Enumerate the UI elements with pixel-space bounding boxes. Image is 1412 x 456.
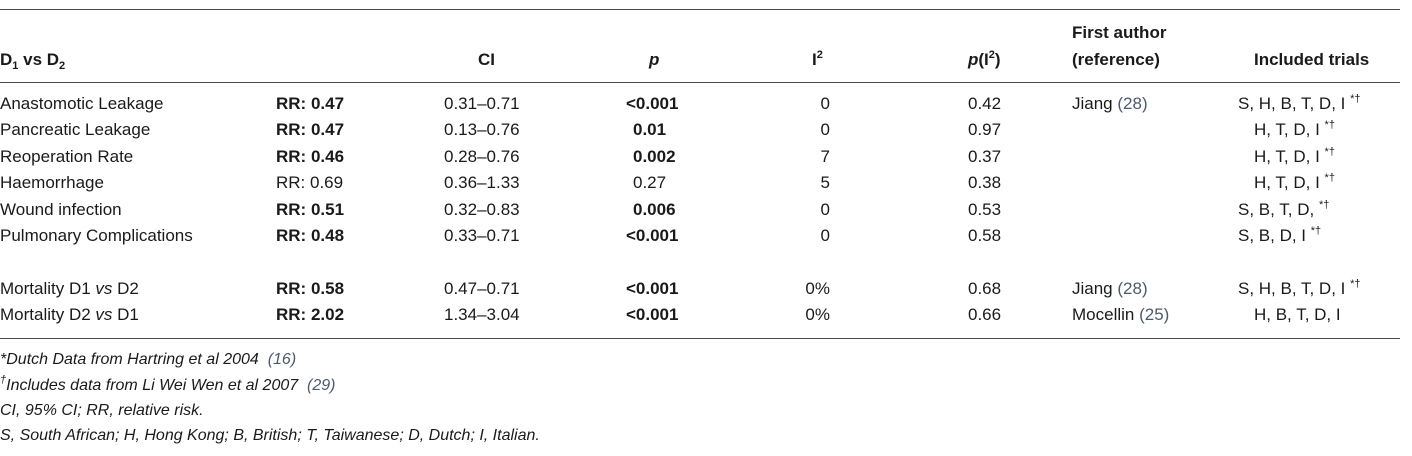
- row-relative-risk: RR: 0.48: [276, 226, 345, 245]
- row-ci: 0.36–1.33: [444, 173, 520, 192]
- row-i2: 0: [820, 94, 830, 113]
- row-outcome: Pulmonary Complications: [0, 226, 193, 245]
- row-i2: 0%: [805, 279, 830, 298]
- row-p-value: <0.001: [626, 305, 679, 324]
- row-first-author: Mocellin (25): [1072, 305, 1170, 324]
- row-first-author: Jiang (28): [1072, 279, 1148, 298]
- row-outcome: Mortality D1 vs D2: [0, 279, 139, 298]
- row-i2: 0: [820, 226, 830, 245]
- row-p-i2: 0.66: [968, 305, 1002, 324]
- row-p-i2: 0.37: [968, 147, 1002, 166]
- row-ci: 1.34–3.04: [444, 305, 520, 324]
- row-i2: 0: [820, 120, 830, 139]
- row-relative-risk: RR: 0.58: [276, 279, 345, 298]
- footnote-dutch-data: *Dutch Data from Hartring et al 2004 (16…: [0, 351, 297, 368]
- row-p-i2: 0.38: [968, 173, 1002, 192]
- row-outcome: Mortality D2 vs D1: [0, 305, 139, 324]
- row-ci: 0.28–0.76: [444, 147, 520, 166]
- header-i2: I2: [812, 49, 823, 69]
- row-relative-risk: RR: 0.47: [276, 120, 345, 139]
- row-ci: 0.13–0.76: [444, 120, 520, 139]
- header-rule: [0, 82, 1400, 83]
- bottom-rule: [0, 338, 1400, 339]
- row-p-i2: 0.53: [968, 200, 1002, 219]
- row-included-trials: S, B, T, D, *†: [1238, 199, 1330, 219]
- header-p: p: [649, 50, 660, 69]
- header-ci: CI: [478, 50, 495, 69]
- header-p-i2: p(I2): [968, 49, 1001, 69]
- header-first-author-line1: First author: [1072, 23, 1167, 42]
- row-included-trials: H, B, T, D, I: [1254, 305, 1341, 324]
- row-p-value: 0.01: [633, 120, 667, 139]
- row-i2: 5: [820, 173, 830, 192]
- header-included-trials: Included trials: [1254, 50, 1370, 69]
- row-relative-risk: RR: 0.51: [276, 200, 345, 219]
- row-p-value: 0.002: [633, 147, 676, 166]
- row-included-trials: H, T, D, I *†: [1254, 172, 1335, 192]
- row-included-trials: H, T, D, I *†: [1254, 146, 1335, 166]
- footnote-li-wei-wen: †Includes data from Li Wei Wen et al 200…: [0, 374, 336, 394]
- row-included-trials: S, H, B, T, D, I *†: [1238, 278, 1361, 298]
- header-first-author-line2: (reference): [1072, 50, 1160, 69]
- row-i2: 7: [820, 147, 830, 166]
- row-ci: 0.47–0.71: [444, 279, 520, 298]
- row-p-value: 0.006: [633, 200, 676, 219]
- row-included-trials: S, B, D, I *†: [1238, 225, 1322, 245]
- row-relative-risk: RR: 0.69: [276, 173, 344, 192]
- row-p-i2: 0.68: [968, 279, 1002, 298]
- row-i2: 0%: [805, 305, 830, 324]
- row-p-value: <0.001: [626, 226, 679, 245]
- row-outcome: Reoperation Rate: [0, 147, 134, 166]
- row-p-value: <0.001: [626, 94, 679, 113]
- row-ci: 0.32–0.83: [444, 200, 520, 219]
- row-included-trials: S, H, B, T, D, I *†: [1238, 93, 1361, 113]
- header-d1-vs-d2: D1 vs D2: [0, 50, 66, 72]
- row-outcome: Wound infection: [0, 200, 122, 219]
- row-relative-risk: RR: 0.47: [276, 94, 345, 113]
- row-relative-risk: RR: 0.46: [276, 147, 345, 166]
- footnote-countries: S, South African; H, Hong Kong; B, Briti…: [0, 427, 540, 444]
- row-p-i2: 0.58: [968, 226, 1002, 245]
- row-first-author: Jiang (28): [1072, 94, 1148, 113]
- top-rule: [0, 9, 1400, 10]
- row-outcome: Anastomotic Leakage: [0, 94, 164, 113]
- footnote-abbreviations: CI, 95% CI; RR, relative risk.: [0, 402, 204, 419]
- row-p-i2: 0.42: [968, 94, 1002, 113]
- row-ci: 0.33–0.71: [444, 226, 520, 245]
- row-p-value: <0.001: [626, 279, 679, 298]
- row-i2: 0: [820, 200, 830, 219]
- row-p-value: 0.27: [633, 173, 667, 192]
- row-included-trials: H, T, D, I *†: [1254, 119, 1335, 139]
- row-relative-risk: RR: 2.02: [276, 305, 345, 324]
- row-p-i2: 0.97: [968, 120, 1002, 139]
- row-outcome: Haemorrhage: [0, 173, 104, 192]
- row-outcome: Pancreatic Leakage: [0, 120, 151, 139]
- row-ci: 0.31–0.71: [444, 94, 520, 113]
